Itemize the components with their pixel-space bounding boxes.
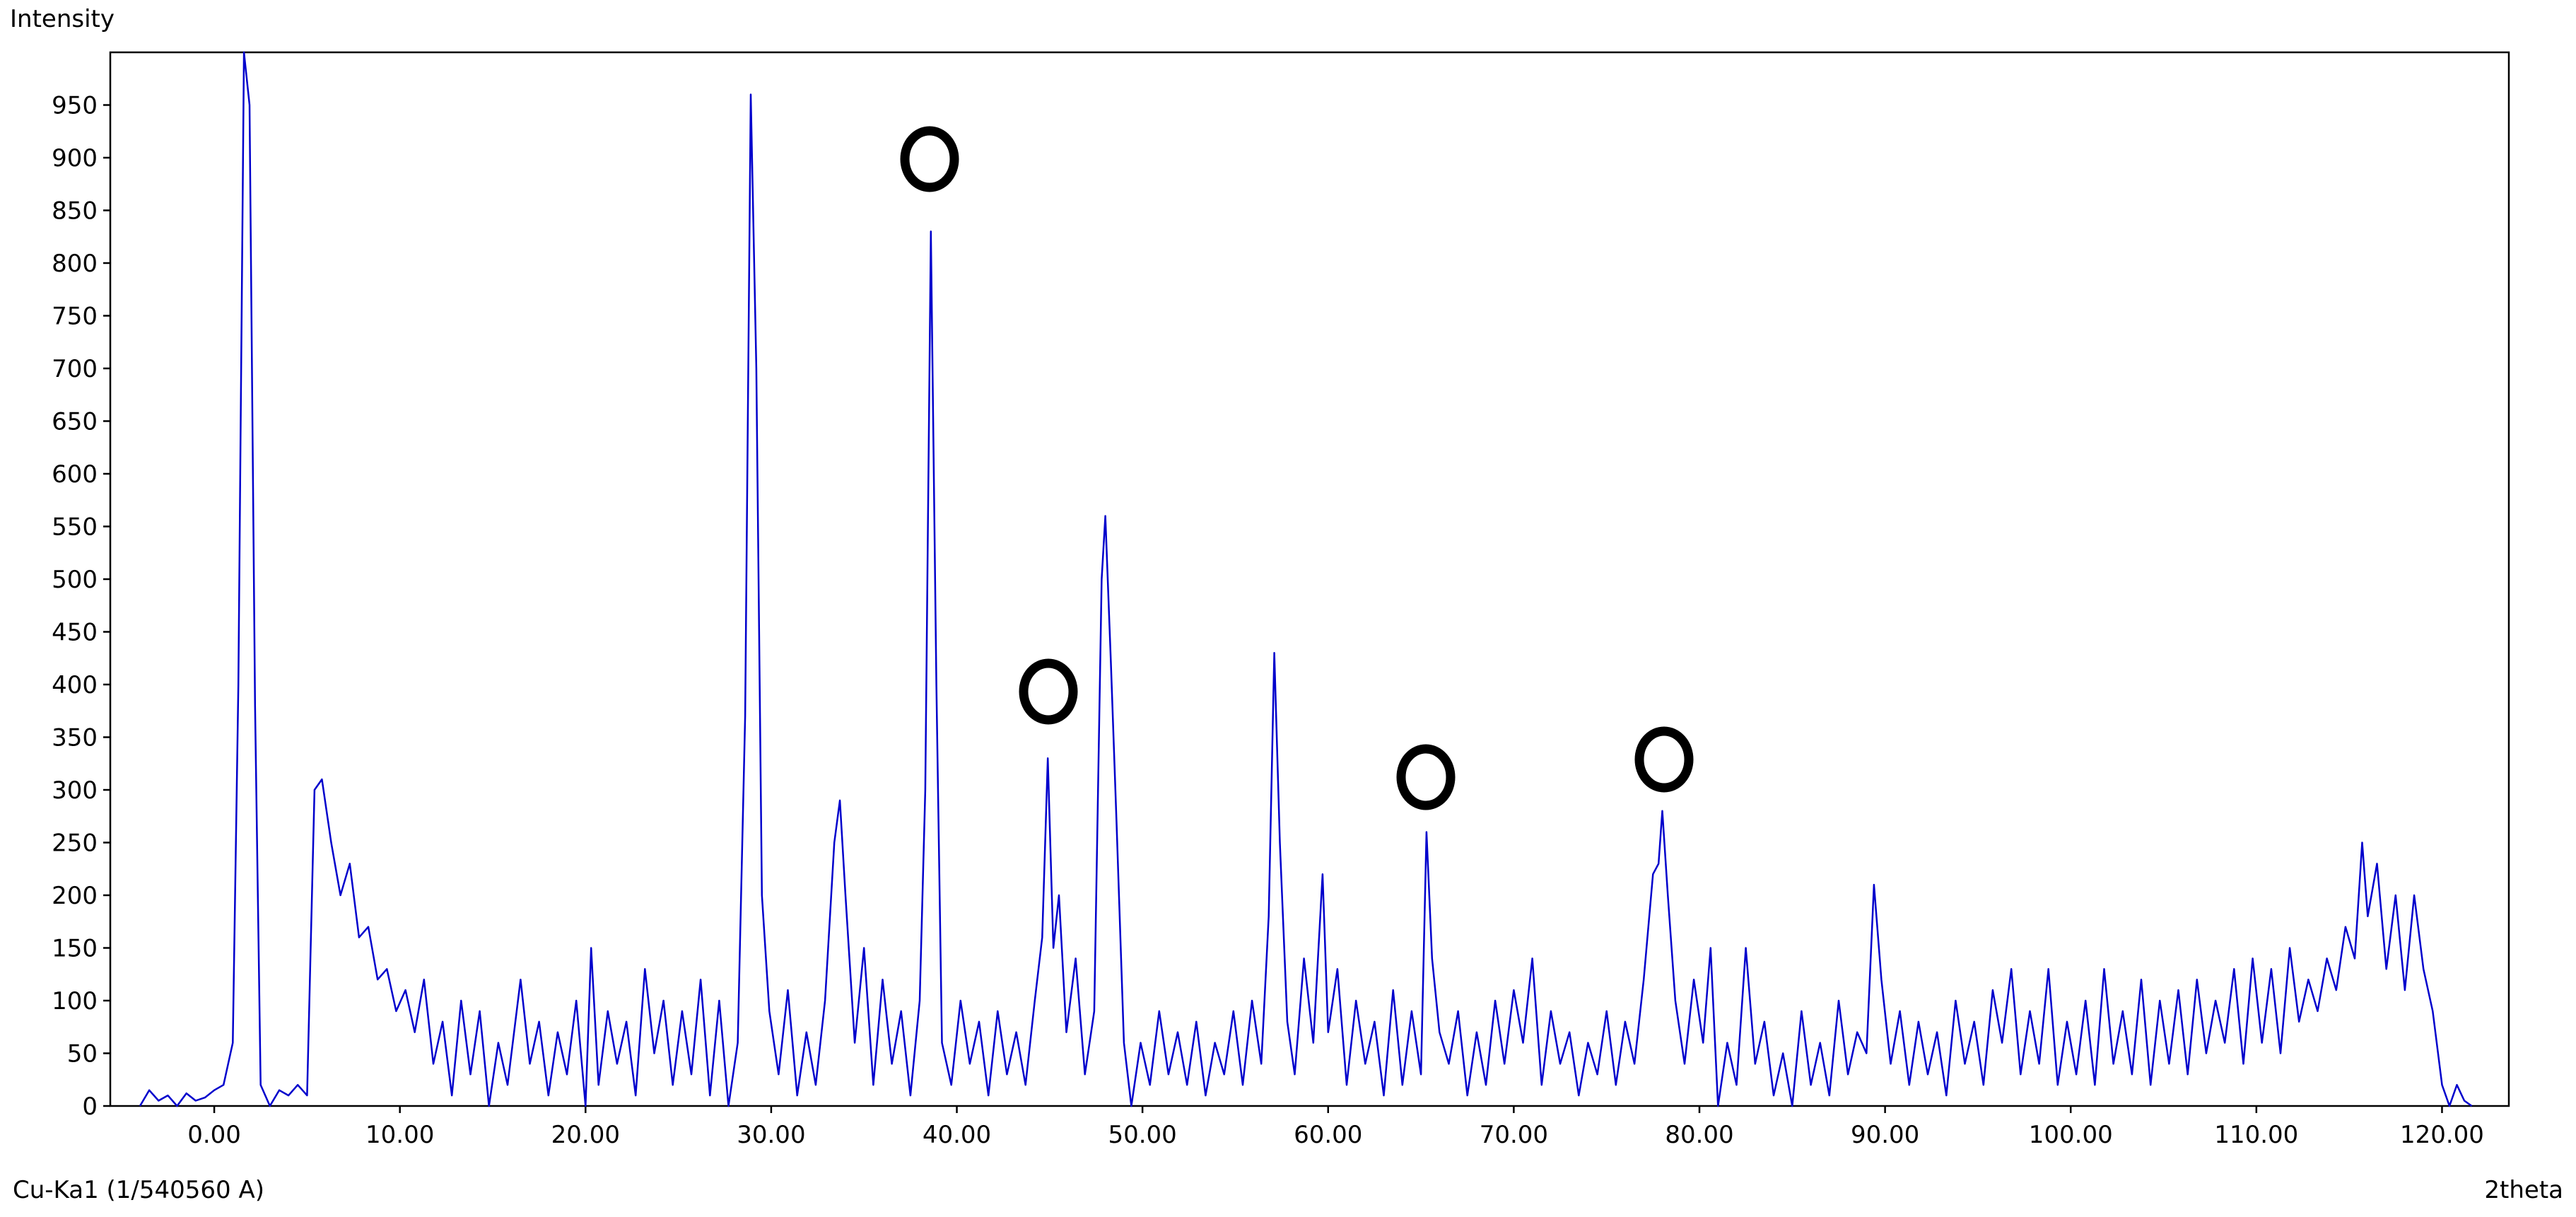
peak-markers xyxy=(900,126,1694,810)
y-tick-label: 300 xyxy=(52,776,98,805)
y-tick-label: 450 xyxy=(52,619,98,647)
y-tick-label: 500 xyxy=(52,566,98,594)
y-tick-label: 900 xyxy=(52,144,98,173)
footnote: Cu-Ka1 (1/540560 A) xyxy=(13,1176,264,1204)
x-tick-label: 30.00 xyxy=(737,1121,805,1149)
x-tick-label: 70.00 xyxy=(1480,1121,1548,1149)
y-tick-label: 600 xyxy=(52,460,98,489)
x-tick-label: 110.00 xyxy=(2214,1121,2298,1149)
y-tick-label: 100 xyxy=(52,987,98,1015)
y-tick-label: 550 xyxy=(52,513,98,542)
y-tick-label: 650 xyxy=(52,408,98,436)
y-tick-label: 950 xyxy=(52,92,98,120)
y-tick-label: 700 xyxy=(52,355,98,383)
x-tick-label: 80.00 xyxy=(1665,1121,1733,1149)
y-tick-label: 0 xyxy=(82,1093,98,1121)
data-line xyxy=(139,51,2473,1107)
x-tick-label: 100.00 xyxy=(2029,1121,2113,1149)
x-tick-label: 10.00 xyxy=(365,1121,434,1149)
x-tick-label: 40.00 xyxy=(923,1121,991,1149)
peak-marker xyxy=(900,126,959,192)
y-tick-label: 750 xyxy=(52,303,98,331)
x-tick-label: 120.00 xyxy=(2400,1121,2484,1149)
y-tick-label: 400 xyxy=(52,671,98,699)
x-tick-label: 0.00 xyxy=(187,1121,241,1149)
y-tick-label: 800 xyxy=(52,250,98,278)
y-tick-label: 850 xyxy=(52,197,98,226)
x-tick-label: 20.00 xyxy=(551,1121,620,1149)
y-axis-label: Intensity xyxy=(10,5,115,33)
x-tick-label: 50.00 xyxy=(1108,1121,1176,1149)
y-tick-label: 250 xyxy=(52,829,98,858)
y-tick-label: 50 xyxy=(67,1040,98,1068)
x-tick-label: 90.00 xyxy=(1851,1121,1919,1149)
x-tick-label: 60.00 xyxy=(1294,1121,1362,1149)
y-tick-label: 150 xyxy=(52,935,98,963)
y-tick-label: 350 xyxy=(52,724,98,752)
x-axis-label: 2theta xyxy=(2484,1176,2563,1204)
peak-marker xyxy=(1396,744,1456,810)
peak-marker xyxy=(1634,726,1694,793)
peak-marker xyxy=(1019,658,1078,725)
y-tick-label: 200 xyxy=(52,882,98,910)
